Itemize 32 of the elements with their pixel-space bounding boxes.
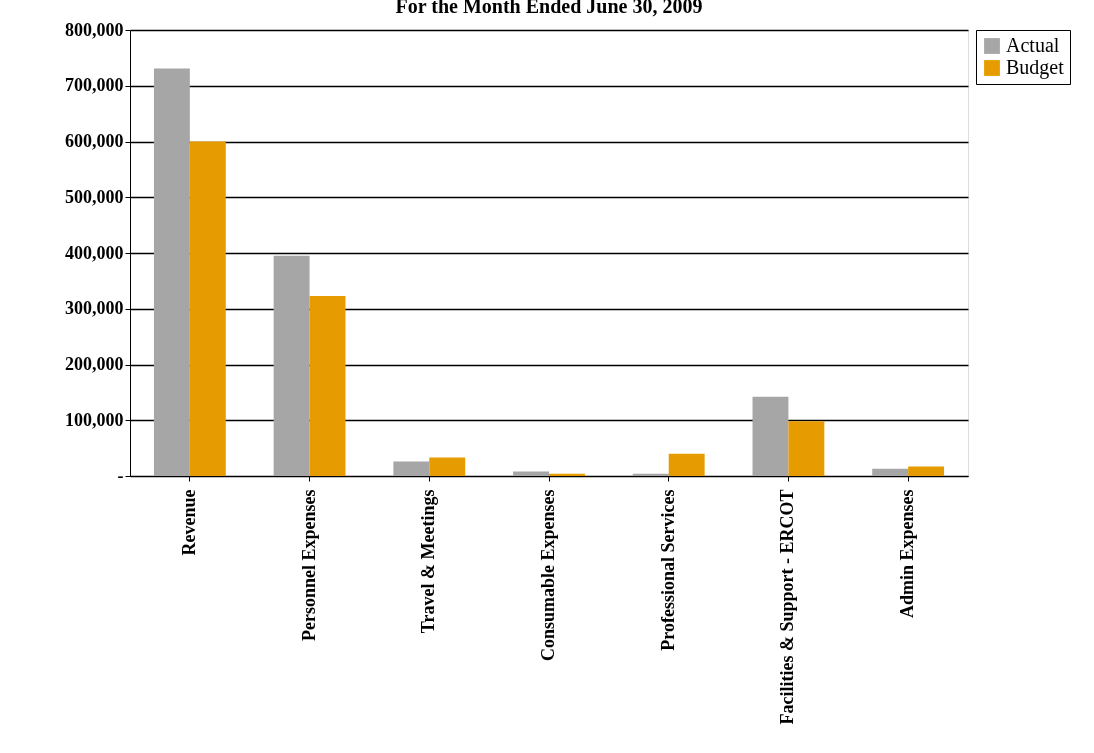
bar bbox=[513, 471, 549, 476]
bar bbox=[273, 255, 310, 476]
bar bbox=[189, 141, 226, 476]
legend-label: Actual bbox=[1006, 34, 1060, 56]
x-tick-label: Revenue bbox=[178, 489, 199, 556]
y-tick-label: 800,000 bbox=[65, 19, 124, 40]
y-tick-label: 400,000 bbox=[65, 242, 124, 263]
legend-label: Budget bbox=[1006, 56, 1065, 79]
y-tick-label: 100,000 bbox=[65, 409, 124, 430]
y-tick-label: 500,000 bbox=[65, 186, 124, 207]
bar bbox=[788, 421, 825, 476]
bar bbox=[393, 461, 430, 476]
y-tick-label: 700,000 bbox=[65, 75, 124, 96]
bar bbox=[632, 473, 669, 476]
y-tick-label: 600,000 bbox=[65, 131, 124, 151]
bar bbox=[668, 453, 705, 476]
x-tick-label: Facilities & Support - ERCOT bbox=[777, 489, 798, 725]
bar bbox=[309, 295, 346, 476]
bar bbox=[752, 396, 789, 476]
x-tick-label: Travel & Meetings bbox=[418, 489, 439, 634]
y-tick-label: 300,000 bbox=[65, 298, 124, 319]
bar bbox=[872, 468, 909, 476]
bar bbox=[153, 68, 190, 476]
y-tick-label: 200,000 bbox=[65, 354, 124, 374]
bar bbox=[549, 473, 585, 476]
x-tick-label: Consumable Expenses bbox=[538, 489, 558, 662]
bar bbox=[429, 457, 466, 476]
x-tick-label: Personnel Expenses bbox=[298, 489, 319, 642]
y-tick-label: - bbox=[117, 465, 124, 486]
x-tick-label: Professional Services bbox=[657, 489, 678, 651]
x-tick-label: Admin Expenses bbox=[897, 489, 918, 619]
bar bbox=[908, 466, 945, 476]
